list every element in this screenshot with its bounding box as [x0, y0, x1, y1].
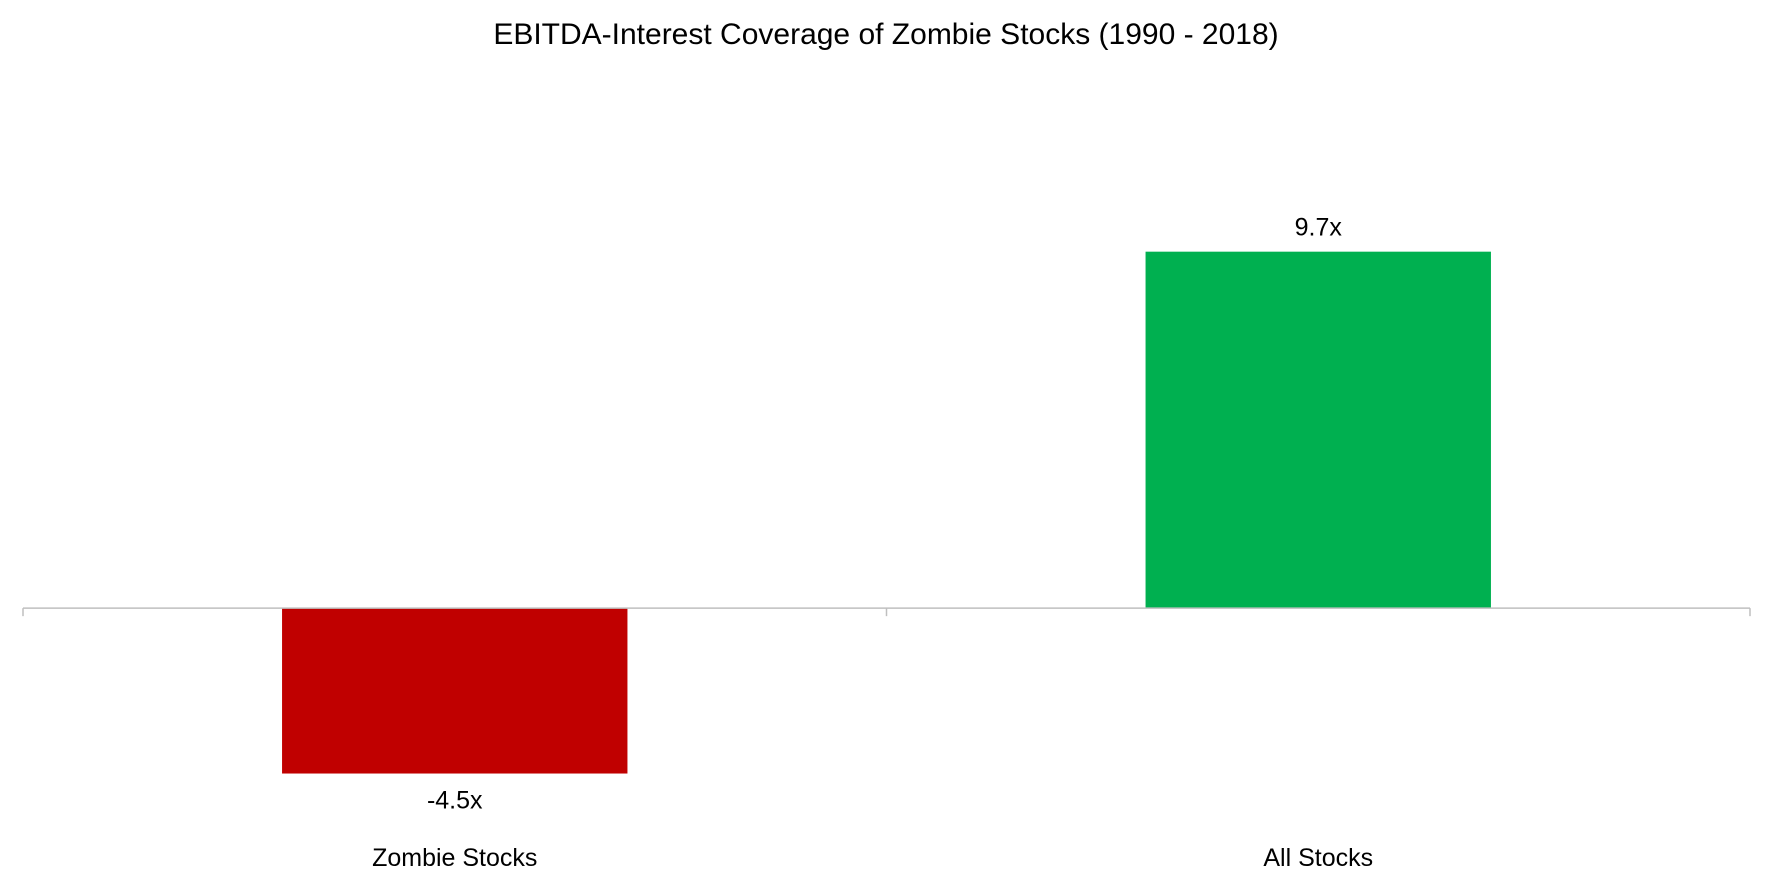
bars-layer: [282, 251, 1491, 774]
labels-layer: -4.5x Zombie Stocks 9.7x All Stocks: [372, 214, 1373, 872]
bar-zombie-stocks: [282, 608, 628, 774]
bar-all-stocks: [1145, 251, 1491, 609]
category-label-zombie-stocks: Zombie Stocks: [372, 844, 537, 872]
chart-title: EBITDA-Interest Coverage of Zombie Stock…: [493, 18, 1278, 51]
x-axis: [22, 607, 1751, 617]
data-label-zombie-stocks: -4.5x: [427, 787, 483, 815]
data-label-all-stocks: 9.7x: [1295, 214, 1343, 242]
category-label-all-stocks: All Stocks: [1263, 844, 1373, 872]
